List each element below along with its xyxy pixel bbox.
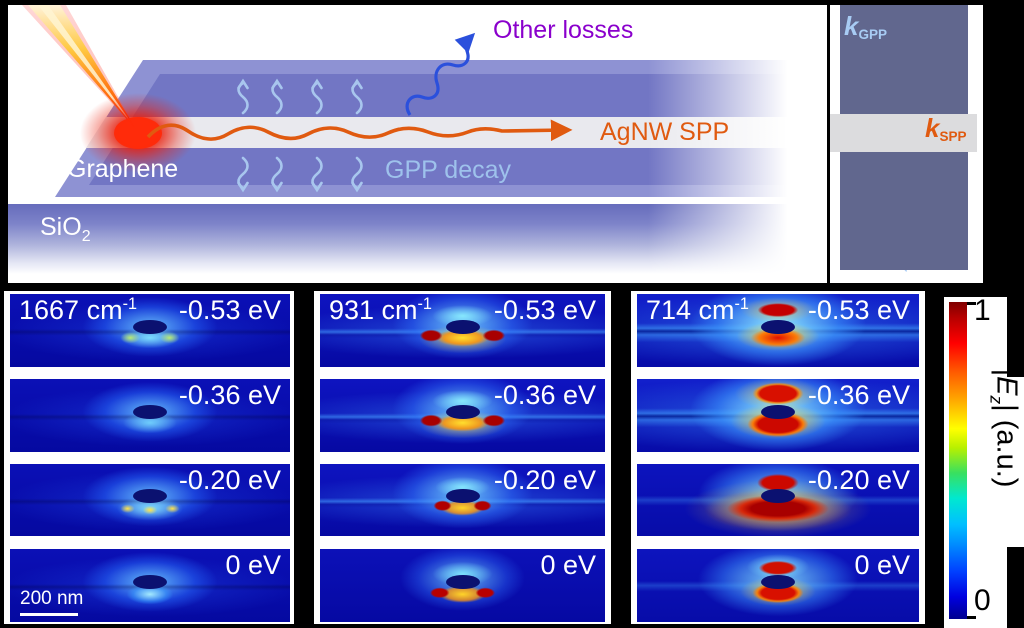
fermi-energy-label: -0.36 eV — [493, 380, 596, 410]
wavenumber-label: 931 cm-1 — [329, 295, 432, 325]
fermi-energy-label: -0.36 eV — [178, 380, 281, 410]
nanowire-cross-section — [761, 404, 795, 419]
other-losses-label: Other losses — [493, 16, 634, 44]
agnw-spp-label: AgNW SPP — [600, 118, 730, 146]
field-map-col3-row1: -0.53 eV 714 cm-1 — [637, 294, 919, 367]
field-map-col1-row4: 0 eV 200 nm — [10, 549, 290, 622]
field-map-col3-row3: -0.20 eV — [637, 464, 919, 536]
wavenumber-label: 714 cm-1 — [646, 295, 749, 325]
field-map-col1-row3: -0.20 eV — [10, 464, 290, 536]
fermi-energy-label: -0.53 eV — [493, 295, 596, 325]
field-map-col2-row1: -0.53 eV 931 cm-1 — [320, 294, 605, 367]
fermi-energy-label: -0.20 eV — [178, 465, 281, 495]
colorbar-gradient — [949, 302, 967, 619]
wavenumber-label: 1667 cm-1 — [19, 295, 137, 325]
scale-bar-line — [20, 613, 78, 616]
nanowire-cross-section — [445, 489, 480, 504]
k-spp-label: kSPP — [925, 113, 967, 144]
k-vector-panel: kGPP kSPP — [830, 5, 983, 283]
field-map-col2-row2: -0.36 eV — [320, 379, 605, 452]
field-map-col1-row1: -0.53 eV 1667 cm-1 — [10, 294, 290, 367]
gpp-decay-up-arrows — [237, 79, 363, 115]
laser-beam-icon — [22, 5, 196, 173]
sio2-label: SiO2 — [40, 213, 91, 245]
schematic-panel: Graphene SiO2 GPP decay AgNW SPP Other l… — [8, 5, 827, 283]
k-panel-nanowire-band — [830, 114, 977, 152]
field-map-col3-row2: -0.36 eV — [637, 379, 919, 452]
fermi-energy-label: -0.20 eV — [493, 465, 596, 495]
nanowire-cross-section — [445, 574, 480, 589]
colorbar-min-label: 0 — [974, 584, 991, 617]
schematic-drawing — [22, 5, 573, 192]
fermi-energy-label: -0.20 eV — [807, 465, 910, 495]
graphene-label: Graphene — [67, 155, 179, 183]
spp-wave-arrow — [146, 119, 573, 142]
colorbar-tick-max — [967, 302, 976, 305]
scale-bar-label: 200 nm — [20, 588, 84, 609]
nanowire-cross-section — [761, 574, 795, 589]
fermi-energy-label: -0.36 eV — [807, 380, 910, 410]
nanowire-cross-section — [133, 319, 167, 334]
fermi-energy-label: -0.53 eV — [807, 295, 910, 325]
colorbar-label-panel — [1007, 377, 1024, 547]
colorbar-max-label: 1 — [974, 294, 991, 327]
colorbar-axis-label: |Ez| (a.u.) — [986, 368, 1023, 488]
field-map-col3-row4: 0 eV — [637, 549, 919, 622]
fermi-energy-label: 0 eV — [225, 550, 281, 580]
nanowire-cross-section — [133, 489, 167, 504]
nanowire-cross-section — [761, 489, 795, 504]
nanowire-cross-section — [133, 404, 167, 419]
other-losses-wave-arrow — [405, 32, 476, 116]
gpp-decay-label: GPP decay — [385, 156, 512, 184]
colorbar-tick-min — [967, 616, 976, 619]
scale-bar: 200 nm — [20, 588, 83, 616]
gpp-decay-down-arrows — [237, 156, 363, 192]
fermi-energy-label: 0 eV — [540, 550, 596, 580]
nanowire-cross-section — [133, 574, 167, 589]
fermi-energy-label: 0 eV — [854, 550, 910, 580]
right-fade — [648, 5, 827, 283]
field-map-col2-row4: 0 eV — [320, 549, 605, 622]
nanowire-cross-section — [445, 404, 480, 419]
nanowire-cross-section — [445, 319, 480, 334]
k-gpp-label: kGPP — [844, 11, 888, 42]
field-map-col1-row2: -0.36 eV — [10, 379, 290, 452]
fermi-energy-label: -0.53 eV — [178, 295, 281, 325]
nanowire-cross-section — [761, 319, 795, 334]
field-map-col2-row3: -0.20 eV — [320, 464, 605, 536]
